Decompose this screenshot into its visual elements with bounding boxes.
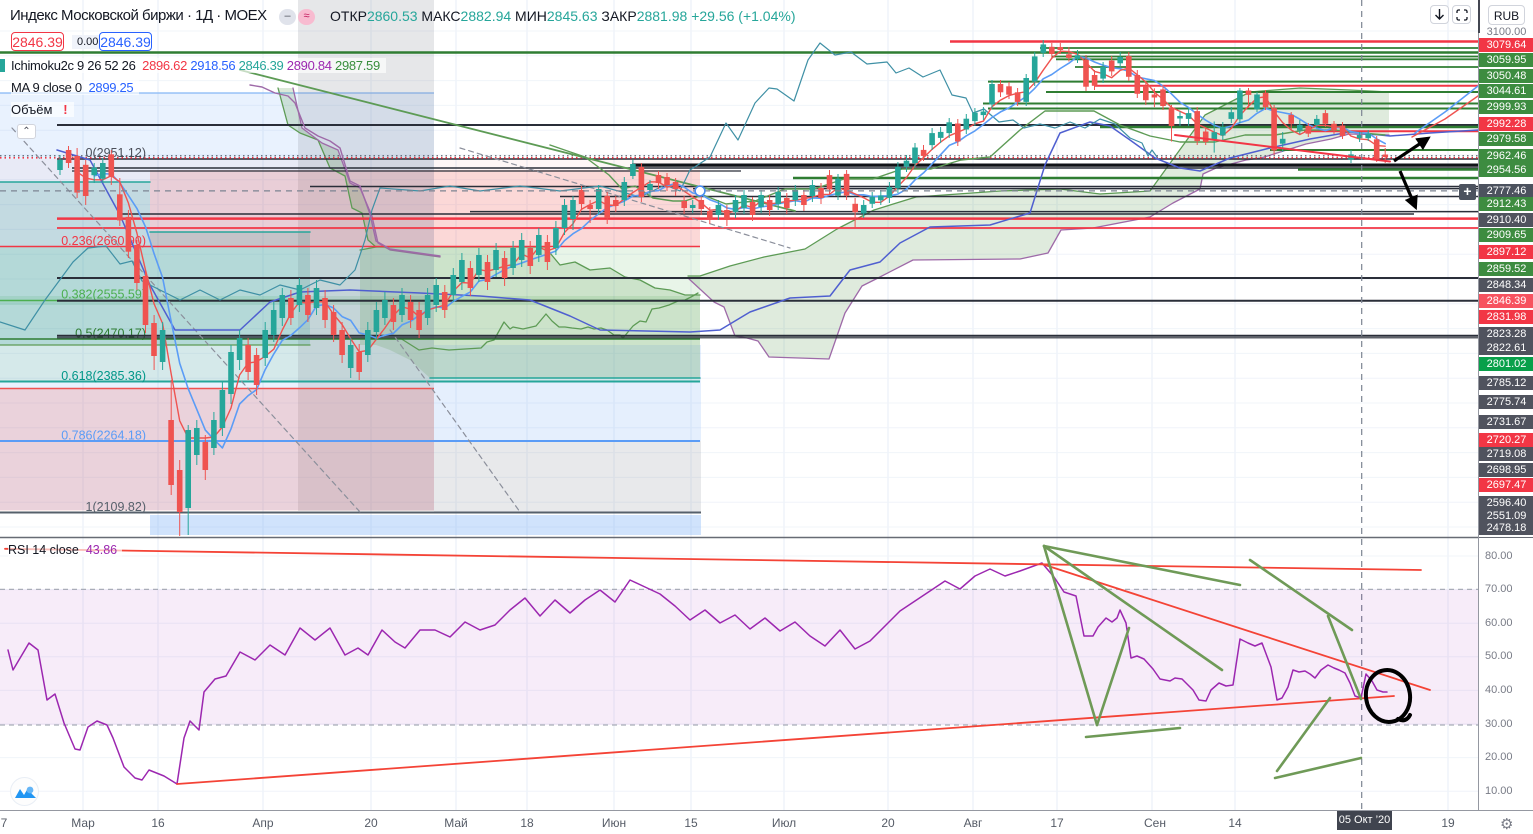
svg-text:0.236(2660.90): 0.236(2660.90) bbox=[61, 234, 146, 248]
svg-text:0.618(2385.36): 0.618(2385.36) bbox=[61, 369, 146, 383]
svg-text:1(2109.82): 1(2109.82) bbox=[86, 500, 146, 514]
svg-text:0.786(2264.18): 0.786(2264.18) bbox=[61, 429, 146, 443]
svg-text:0.382(2555.59): 0.382(2555.59) bbox=[61, 288, 146, 302]
svg-text:0.5(2470.17): 0.5(2470.17) bbox=[75, 327, 146, 341]
svg-text:0(2951.12): 0(2951.12) bbox=[86, 146, 146, 160]
